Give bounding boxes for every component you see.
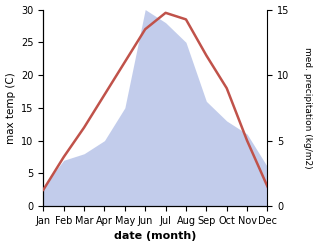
Y-axis label: max temp (C): max temp (C) [5, 72, 16, 144]
Y-axis label: med. precipitation (kg/m2): med. precipitation (kg/m2) [303, 47, 313, 169]
X-axis label: date (month): date (month) [114, 231, 197, 242]
